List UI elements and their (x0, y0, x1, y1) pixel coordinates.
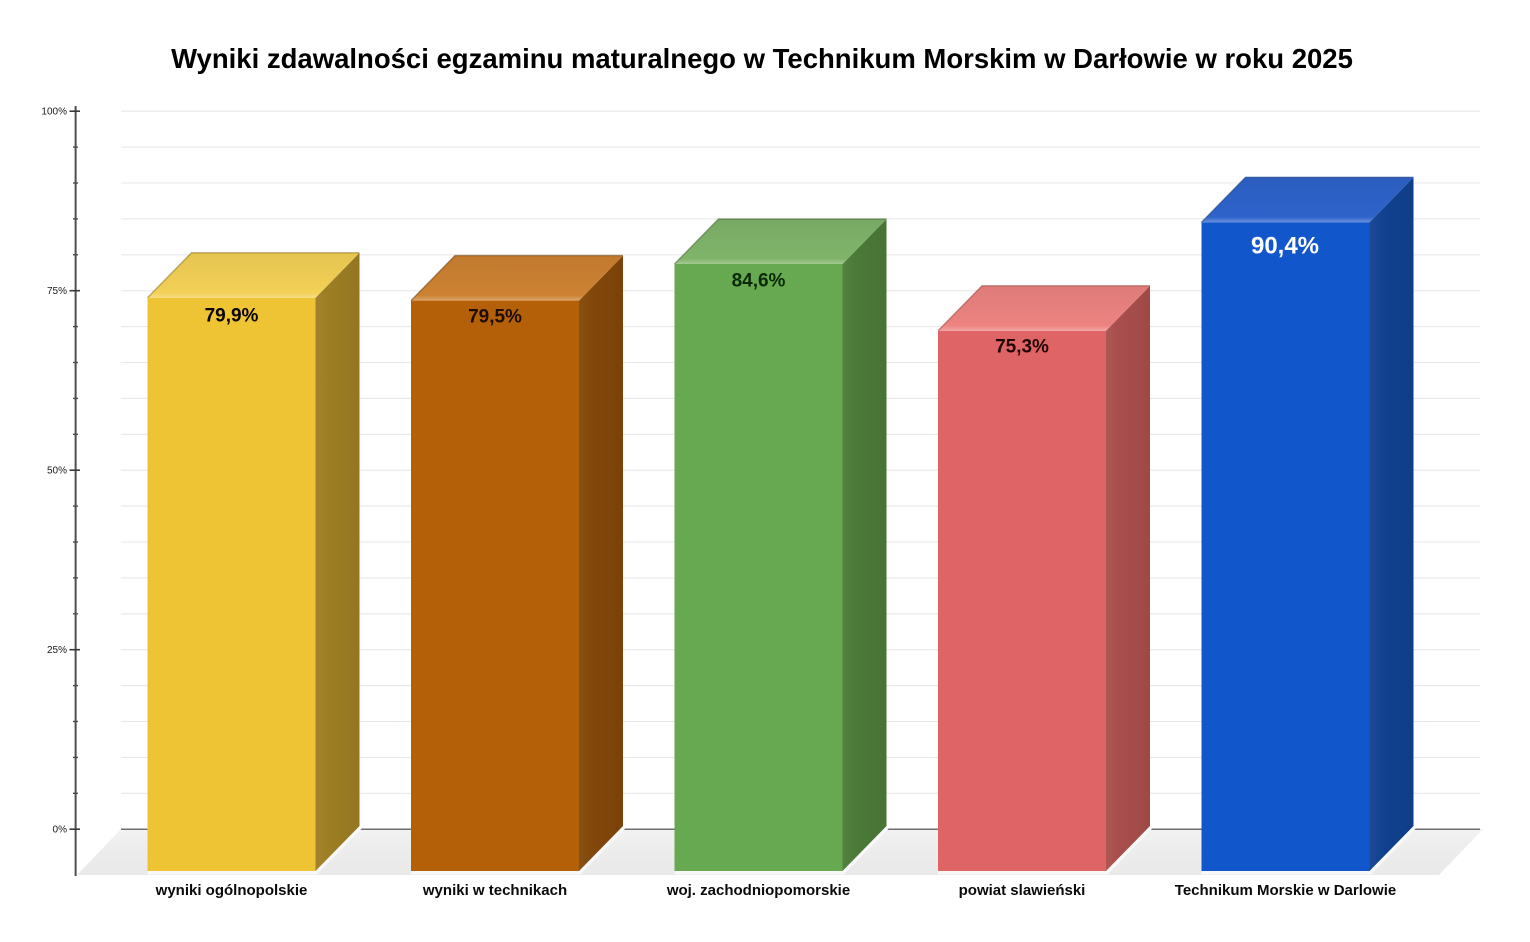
svg-text:woj. zachodniopomorskie: woj. zachodniopomorskie (666, 882, 850, 899)
svg-text:0%: 0% (53, 825, 68, 836)
svg-text:Wyniki zdawalności egzaminu ma: Wyniki zdawalności egzaminu maturalnego … (171, 43, 1353, 74)
svg-text:Technikum Morskie w Darlowie: Technikum Morskie w Darlowie (1175, 882, 1396, 899)
svg-text:25%: 25% (47, 645, 67, 656)
svg-text:100%: 100% (41, 107, 67, 118)
svg-text:50%: 50% (47, 466, 67, 477)
svg-text:79,5%: 79,5% (468, 307, 522, 328)
svg-text:90,4%: 90,4% (1251, 233, 1319, 260)
svg-text:75%: 75% (47, 286, 67, 297)
svg-text:wyniki ogólnopolskie: wyniki ogólnopolskie (155, 882, 308, 899)
svg-text:84,6%: 84,6% (732, 271, 786, 292)
svg-text:wyniki w technikach: wyniki w technikach (422, 882, 567, 899)
svg-text:75,3%: 75,3% (995, 337, 1049, 358)
svg-text:powiat slawieński: powiat slawieński (959, 882, 1086, 899)
svg-text:79,9%: 79,9% (205, 306, 259, 327)
